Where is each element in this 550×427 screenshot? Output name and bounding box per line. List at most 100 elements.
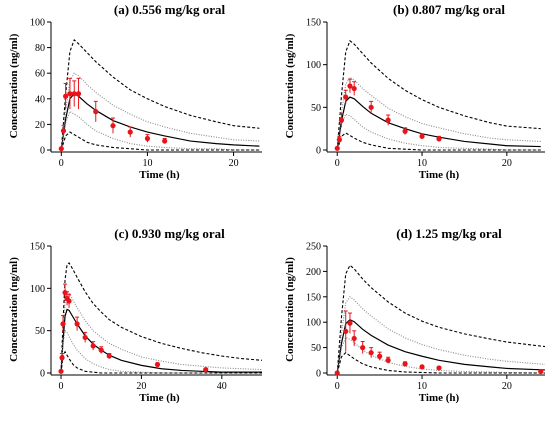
model-line	[336, 113, 541, 151]
observed-point	[419, 364, 425, 370]
model-line	[336, 264, 546, 374]
panel: (d) 1.25 mg/kg oral Time (h) Concentration…	[284, 226, 546, 404]
y-axis-label: Concentration (ng/ml)	[8, 33, 20, 138]
y-tick-label: 150	[306, 292, 321, 303]
observed-point	[377, 353, 383, 359]
model-line	[60, 350, 262, 374]
model-line	[60, 72, 260, 151]
observed-point	[385, 117, 391, 123]
observed-point	[385, 357, 391, 363]
y-tick-label: 150	[30, 242, 45, 253]
observed-point	[351, 85, 357, 92]
x-tick-label: 20	[229, 158, 239, 169]
x-tick-label: 0	[335, 158, 340, 169]
observed-point	[538, 368, 544, 375]
panel-title: (b) 0.807 mg/kg oral	[393, 2, 505, 17]
observed-point	[82, 334, 88, 341]
y-tick-label: 0	[40, 369, 45, 380]
observed-point	[98, 347, 104, 353]
x-tick-label: 0	[59, 381, 64, 392]
x-tick-label: 10	[417, 158, 427, 169]
x-tick-label: 20	[136, 381, 146, 392]
observed-point	[154, 361, 161, 368]
model-line	[60, 262, 263, 374]
model-line	[60, 329, 262, 374]
observed-point	[360, 345, 366, 351]
observed-point	[419, 133, 425, 139]
y-axis-label: Concentration (ng/ml)	[284, 257, 296, 362]
observed-point	[75, 91, 82, 97]
y-tick-label: 50	[35, 326, 45, 337]
model-line	[336, 318, 546, 374]
observed-point	[127, 129, 133, 135]
y-tick-label: 0	[316, 146, 321, 157]
y-axis-label: Concentration (ng/ml)	[284, 33, 296, 138]
model-line	[60, 308, 262, 374]
observed-point	[60, 128, 67, 134]
observed-point	[59, 355, 65, 361]
y-tick-label: 100	[306, 318, 321, 329]
panel: (b) 0.807 mg/kg oral Time (h) Concentratio…	[284, 2, 545, 181]
model-line	[336, 39, 541, 151]
x-tick-label: 20	[502, 158, 512, 169]
model-line	[336, 351, 545, 374]
observed-point	[58, 368, 64, 374]
observed-point	[347, 320, 353, 326]
y-tick-label: 250	[306, 242, 321, 253]
y-tick-label: 50	[311, 343, 321, 354]
observed-point	[67, 91, 73, 97]
observed-point	[144, 135, 151, 142]
model-line	[336, 336, 546, 374]
observed-point	[343, 94, 349, 100]
y-tick-label: 40	[35, 94, 45, 105]
observed-point	[90, 343, 96, 349]
observed-point	[63, 93, 69, 99]
x-tick-label: 10	[417, 381, 427, 392]
model-line	[336, 296, 546, 374]
observed-point	[368, 350, 374, 356]
x-tick-label: 40	[217, 381, 227, 392]
x-axis-label: Time (h)	[139, 392, 180, 404]
observed-point	[66, 298, 72, 304]
model-line	[60, 110, 260, 151]
observed-point	[203, 367, 209, 373]
panel: (a) 0.556 mg/kg oral Time (h) Concentratio…	[8, 2, 262, 181]
observed-point	[106, 353, 112, 359]
model-line	[60, 131, 260, 151]
model-line	[336, 76, 541, 151]
x-tick-label: 0	[335, 381, 340, 392]
observed-point	[336, 137, 342, 143]
observed-point	[334, 370, 340, 376]
model-line	[60, 291, 263, 374]
y-tick-label: 200	[306, 267, 321, 278]
observed-point	[74, 321, 80, 327]
observed-point	[368, 104, 374, 110]
y-tick-label: 100	[306, 60, 321, 71]
observed-point	[351, 335, 357, 342]
observed-point	[436, 365, 442, 371]
y-tick-label: 0	[316, 369, 321, 380]
y-axis-label: Concentration (ng/ml)	[8, 257, 20, 362]
observed-point	[343, 328, 349, 334]
x-tick-label: 20	[502, 381, 512, 392]
model-line	[60, 38, 260, 151]
observed-point	[334, 145, 340, 151]
observed-point	[338, 117, 345, 123]
x-tick-label: 10	[142, 158, 152, 169]
panel-title: (d) 1.25 mg/kg oral	[396, 226, 502, 241]
y-tick-label: 0	[40, 146, 45, 157]
observed-point	[71, 91, 77, 97]
panel-title: (c) 0.930 mg/kg oral	[114, 226, 225, 241]
y-tick-label: 80	[35, 43, 45, 54]
model-line	[60, 92, 260, 151]
observed-point	[110, 123, 116, 129]
y-tick-label: 50	[311, 103, 321, 114]
y-tick-label: 20	[35, 120, 45, 131]
observed-point	[402, 128, 408, 134]
x-axis-label: Time (h)	[419, 169, 460, 181]
panel: (c) 0.930 mg/kg oral Time (h) Concentratio…	[8, 226, 263, 404]
model-line	[336, 96, 541, 151]
y-tick-label: 150	[306, 18, 321, 29]
y-tick-label: 60	[35, 69, 45, 80]
